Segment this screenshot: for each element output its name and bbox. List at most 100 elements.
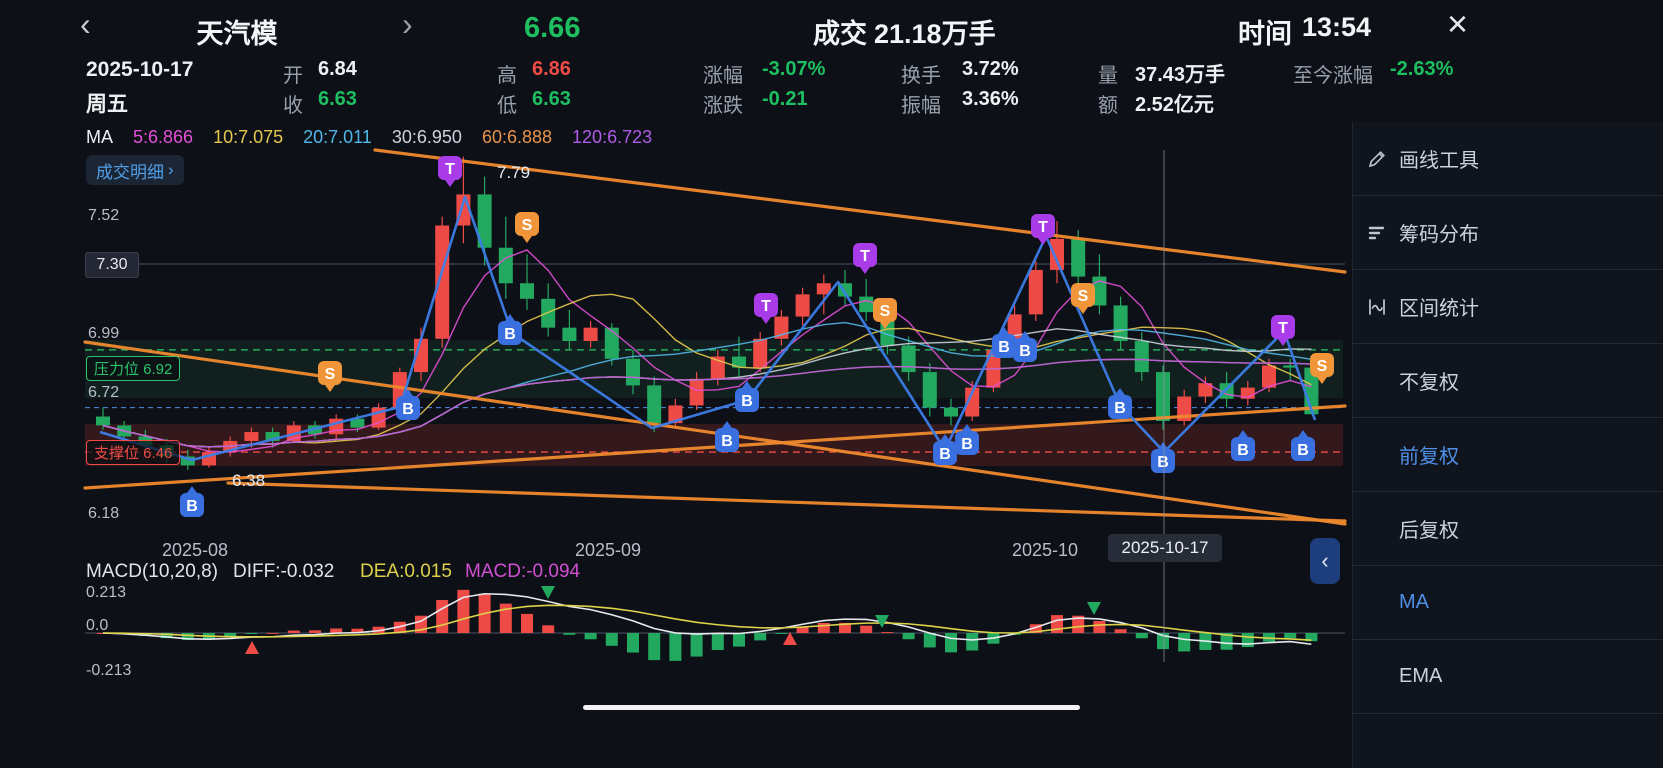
macd-axis-bottom: -0.213 — [86, 662, 132, 679]
low-label: 低 — [497, 95, 517, 117]
back-button[interactable]: ‹ — [80, 6, 91, 42]
svg-text:6.99: 6.99 — [88, 325, 119, 342]
high-value: 6.86 — [532, 58, 571, 80]
svg-text:B: B — [939, 446, 951, 463]
sidebar-item-label: 画线工具 — [1399, 150, 1479, 172]
time-value: 13:54 — [1302, 12, 1372, 42]
open-value: 6.84 — [318, 58, 357, 80]
macd-diff-value: DIFF:-0.032 — [233, 561, 335, 582]
svg-text:6.72: 6.72 — [88, 384, 119, 401]
svg-text:B: B — [1237, 442, 1249, 459]
ma-legend-title: MA — [86, 127, 113, 147]
svg-text:B: B — [1157, 454, 1169, 471]
svg-text:B: B — [1114, 400, 1126, 417]
close-label: 收 — [283, 95, 303, 117]
ma30-value: 30:6.950 — [391, 127, 462, 147]
vol-label: 量 — [1098, 65, 1118, 87]
weekday: 周五 — [86, 93, 128, 116]
axis-labels: 7.52 6.99 6.72 6.18 2025-08 2025-09 2025-10 — [88, 207, 1078, 560]
svg-text:7.52: 7.52 — [88, 207, 119, 224]
sidebar-item-label: 不复权 — [1399, 372, 1459, 394]
svg-text:T: T — [860, 248, 870, 265]
collapse-sidebar-button[interactable]: ‹ — [1310, 538, 1340, 584]
svg-text:S: S — [1078, 288, 1089, 305]
volume-label: 成交 — [813, 19, 867, 49]
svg-text:S: S — [880, 303, 891, 320]
range-stats-icon — [1366, 296, 1388, 318]
svg-text:B: B — [504, 326, 516, 343]
total-chg-value: -2.63% — [1390, 58, 1454, 80]
sidebar-item-ma[interactable]: MA — [1353, 566, 1663, 640]
macd-axis-top: 0.213 — [86, 584, 127, 601]
ma-lines-layer — [102, 249, 1312, 453]
svg-text:6.18: 6.18 — [88, 505, 119, 522]
macd-title: MACD(10,20,8) — [86, 561, 218, 582]
svg-text:B: B — [186, 498, 198, 515]
chg-label: 涨跌 — [703, 95, 743, 117]
svg-text:6.38: 6.38 — [232, 471, 265, 490]
open-label: 开 — [283, 65, 303, 87]
sidebar-item-label: 前复权 — [1399, 446, 1459, 468]
sidebar-item-label: 筹码分布 — [1399, 224, 1479, 246]
close-icon[interactable]: × — [1447, 3, 1469, 44]
sidebar-item-chip-distribution[interactable]: 筹码分布 — [1353, 196, 1663, 270]
svg-text:S: S — [1317, 358, 1328, 375]
ma5-value: 5:6.866 — [133, 127, 194, 147]
chg-pct-label: 涨幅 — [703, 65, 743, 87]
amp-label: 振幅 — [901, 95, 941, 117]
home-indicator[interactable] — [583, 705, 1080, 710]
svg-text:B: B — [1019, 343, 1031, 360]
svg-text:2025-09: 2025-09 — [575, 540, 641, 560]
sidebar-item-ema[interactable]: EMA — [1353, 640, 1663, 714]
amt-label: 额 — [1098, 95, 1118, 117]
svg-text:T: T — [1038, 219, 1048, 236]
svg-text:2025-10: 2025-10 — [1012, 540, 1078, 560]
crosshair-date-tag: 2025-10-17 — [1108, 534, 1222, 562]
svg-text:7.79: 7.79 — [497, 163, 530, 182]
high-label: 高 — [497, 65, 517, 87]
time-label: 时间 — [1238, 19, 1292, 49]
stock-title: 天汽模 — [196, 19, 278, 49]
svg-text:B: B — [1297, 442, 1309, 459]
pressure-level-tag: 压力位 6.92 — [86, 356, 181, 381]
svg-text:T: T — [445, 161, 455, 178]
sidebar-item-backward-adjust[interactable]: 后复权 — [1353, 492, 1663, 566]
chg-pct-value: -3.07% — [762, 58, 826, 80]
sidebar-item-draw-tools[interactable]: 画线工具 — [1353, 122, 1663, 196]
ma60-value: 60:6.888 — [481, 127, 553, 147]
chip-distribution-icon — [1366, 222, 1388, 244]
trade-detail-label: 成交明细 — [96, 162, 164, 182]
volume-value: 21.18万手 — [874, 19, 996, 49]
sidebar-item-range-stats[interactable]: 区间统计 — [1353, 270, 1663, 344]
support-level-tag: 支撑位 6.46 — [86, 440, 181, 465]
svg-text:B: B — [721, 433, 733, 450]
sidebar-item-label: EMA — [1399, 665, 1443, 687]
ma-legend: MA 5:6.866 10:7.075 20:7.011 30:6.950 60… — [86, 127, 652, 148]
forward-button[interactable]: › — [402, 6, 413, 42]
turnover-value: 3.72% — [962, 58, 1019, 80]
macd-layer — [85, 586, 1345, 661]
svg-text:S: S — [522, 217, 533, 234]
sidebar-item-forward-adjust[interactable]: 前复权 — [1353, 418, 1663, 492]
chevron-right-icon: › — [168, 160, 174, 179]
current-price: 6.66 — [524, 12, 581, 44]
low-value: 6.63 — [532, 88, 571, 110]
selected-date: 2025-10-17 — [86, 58, 194, 81]
trade-detail-button[interactable]: 成交明细 › — [86, 155, 184, 185]
ma10-value: 10:7.075 — [213, 127, 284, 147]
macd-value: MACD:-0.094 — [465, 561, 581, 582]
amp-value: 3.36% — [962, 88, 1019, 110]
hline-price-tag: 7.30 — [85, 252, 139, 278]
sidebar-item-no-adjust[interactable]: 不复权 — [1353, 344, 1663, 418]
svg-text:B: B — [402, 401, 414, 418]
total-chg-label: 至今涨幅 — [1293, 65, 1373, 87]
sidebar-item-label: MA — [1399, 591, 1429, 613]
svg-text:B: B — [998, 339, 1010, 356]
ma20-value: 20:7.011 — [303, 127, 372, 147]
signal-line — [99, 195, 1317, 462]
pencil-icon — [1366, 148, 1388, 170]
amt-value: 2.52亿元 — [1135, 94, 1214, 116]
